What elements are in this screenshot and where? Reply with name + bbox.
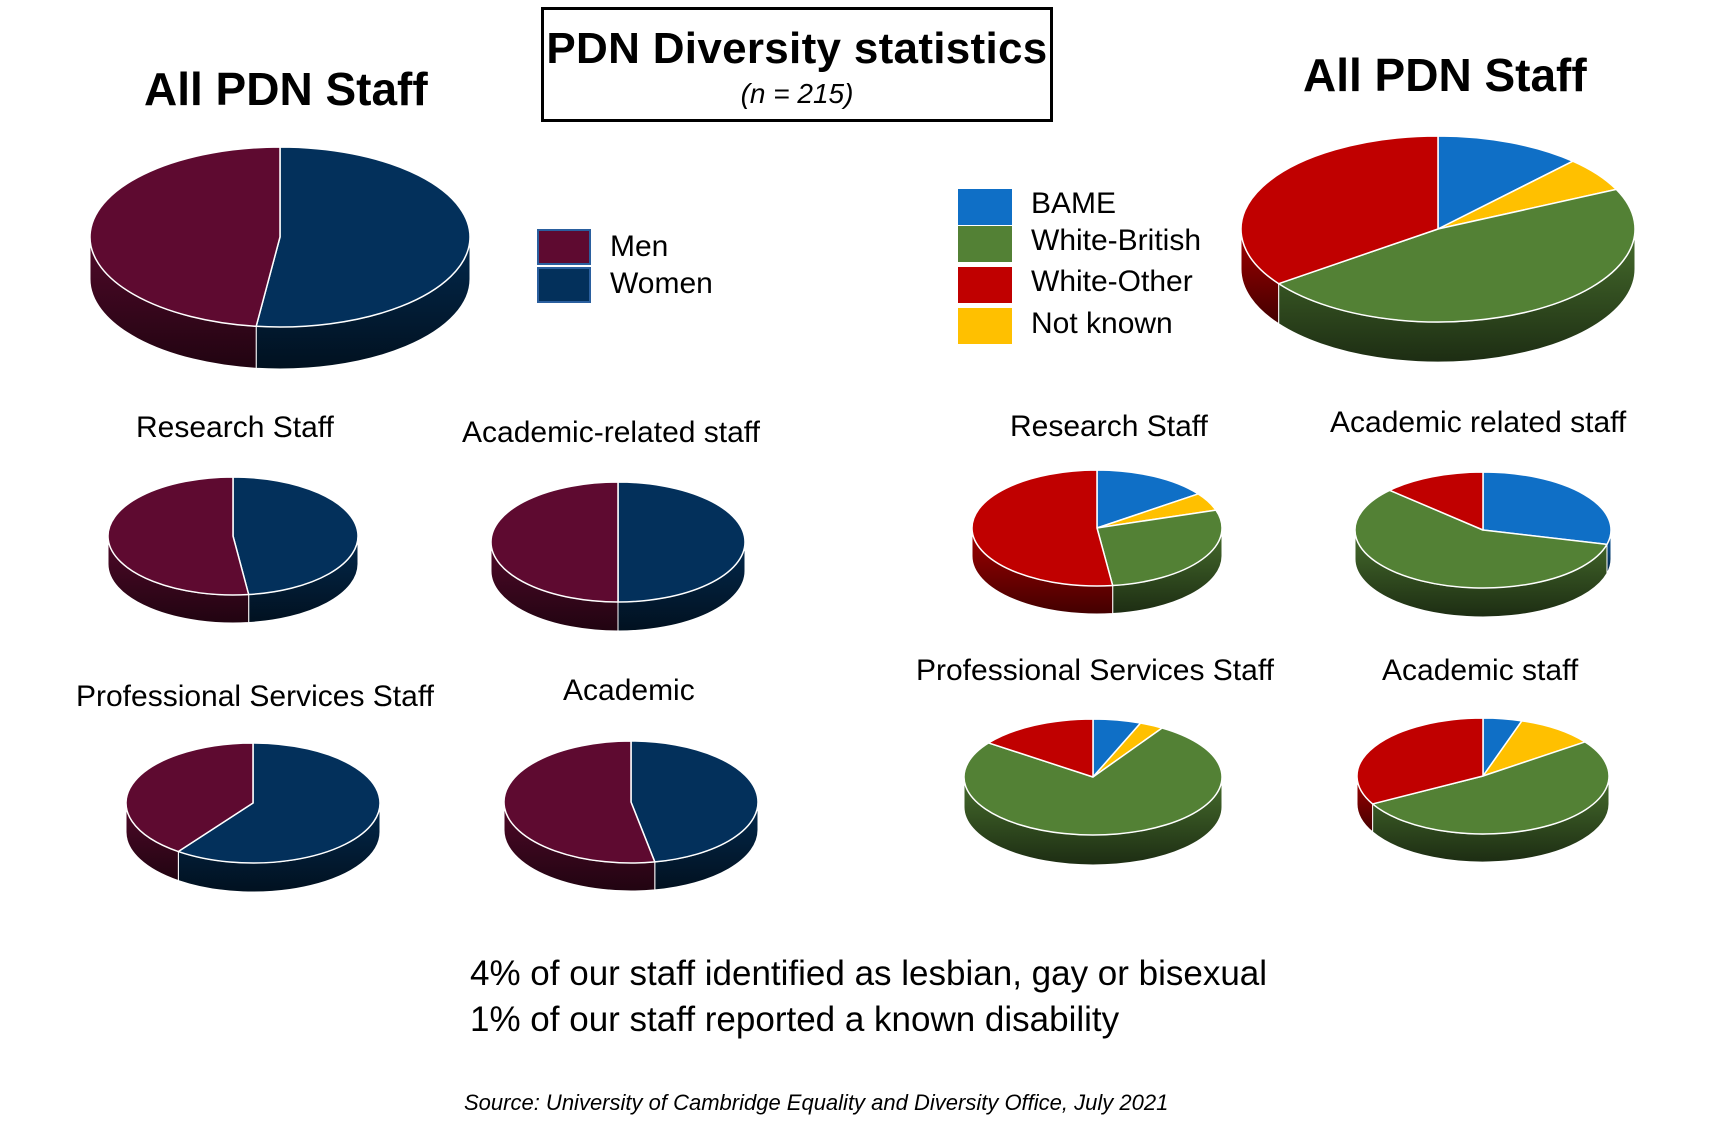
gender-professional-slice-women — [177, 742, 381, 864]
legend-swatch-bame — [958, 189, 1012, 225]
ethnicity-research-slice-white-other — [971, 469, 1114, 587]
gender-academic-title: Academic — [563, 674, 695, 707]
ethnicity-research-title: Research Staff — [1010, 410, 1208, 443]
legend-label-bame: BAME — [1031, 187, 1117, 220]
ethnicity-professional-slice-white-british — [963, 727, 1223, 836]
gender-research-pie — [107, 476, 359, 624]
gender-professional-title: Professional Services Staff — [76, 680, 434, 713]
gender-all-pie — [89, 146, 471, 370]
ethnicity-research-slice-white-british — [1096, 509, 1223, 587]
gender-academic-pie — [503, 740, 759, 892]
gender-all-slice-women — [255, 146, 471, 328]
gender-all-title: All PDN Staff — [144, 63, 428, 115]
gender-academic-related-slice-men — [490, 481, 619, 603]
ethnicity-academic-related-slice-bame — [1482, 471, 1612, 546]
ethnicity-professional-title: Professional Services Staff — [916, 654, 1274, 687]
title-box: PDN Diversity statistics (n = 215) — [541, 7, 1053, 122]
ethnicity-academic-related-pie — [1354, 471, 1612, 618]
ethnicity-all-pie — [1240, 135, 1636, 363]
ethnicity-academic-pie — [1356, 717, 1610, 863]
gender-research-title: Research Staff — [136, 411, 334, 444]
legend-label-women: Women — [610, 267, 713, 300]
gender-academic-slice-men — [503, 740, 656, 864]
page-title: PDN Diversity statistics — [546, 24, 1048, 73]
gender-research-slice-women — [232, 476, 359, 596]
ethnicity-academic-related-title: Academic related staff — [1330, 406, 1627, 439]
legend-swatch-white-other — [958, 267, 1012, 303]
ethnicity-research-slice-bame — [1096, 469, 1199, 529]
gender-research-slice-men — [107, 476, 250, 596]
legend-label-white-other: White-Other — [1031, 265, 1193, 298]
source-note: Source: University of Cambridge Equality… — [464, 1090, 1169, 1115]
ethnicity-all-slice-white-british — [1277, 188, 1636, 323]
ethnicity-professional-pie — [963, 718, 1223, 866]
gender-academic-related-slice-women — [617, 481, 746, 603]
ethnicity-all-slice-bame — [1437, 135, 1574, 230]
gender-professional-pie — [125, 742, 381, 893]
legend-label-white-british: White-British — [1031, 224, 1202, 257]
ethnicity-academic-related-slice-white-other — [1388, 471, 1484, 531]
ethnicity-academic-slice-white-british — [1371, 741, 1610, 835]
ethnicity-academic-slice-not-known — [1482, 720, 1586, 777]
ethnicity-all-title: All PDN Staff — [1303, 49, 1587, 101]
stat-lgb: 4% of our staff identified as lesbian, g… — [470, 954, 1268, 993]
ethnicity-research-pie — [971, 469, 1223, 615]
gender-academic-related-pie — [490, 481, 746, 632]
legend-swatch-white-british — [958, 226, 1012, 262]
gender-professional-slice-men — [125, 742, 254, 853]
legend-swatch-men — [537, 229, 591, 265]
ethnicity-academic-title: Academic staff — [1382, 654, 1579, 687]
legend-swatch-women — [537, 267, 591, 303]
page-subtitle: (n = 215) — [740, 78, 854, 109]
ethnicity-academic-slice-white-other — [1356, 717, 1484, 805]
gender-academic-slice-women — [630, 740, 759, 863]
legend-label-not-known: Not known — [1031, 307, 1173, 340]
ethnicity-academic-related-slice-white-british — [1354, 489, 1608, 589]
legend-label-men: Men — [610, 230, 669, 263]
gender-all-slice-men — [89, 146, 281, 328]
legend-swatch-not-known — [958, 308, 1012, 344]
stat-disability: 1% of our staff reported a known disabil… — [470, 1000, 1120, 1039]
ethnicity-professional-slice-white-other — [987, 718, 1094, 778]
gender-academic-related-title: Academic-related staff — [462, 416, 760, 449]
ethnicity-all-slice-white-other — [1240, 135, 1439, 285]
